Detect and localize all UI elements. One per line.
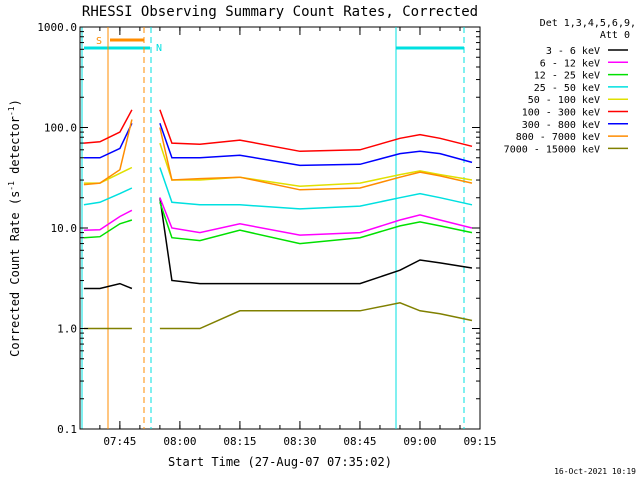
series-line-300-800-kev (83, 122, 473, 167)
x-tick-label: 07:45 (103, 435, 136, 448)
x-tick-label: 09:15 (463, 435, 496, 448)
chart-title: RHESSI Observing Summary Count Rates, Co… (82, 4, 478, 20)
series-line-25-50-kev (83, 167, 473, 210)
x-tick-label: 08:30 (283, 435, 316, 448)
legend-header-line-2: Att 0 (600, 30, 630, 41)
legend-label: 12 - 25 keV (534, 71, 600, 82)
legend-label: 800 - 7000 keV (516, 132, 600, 143)
footer-date: 16-Oct-2021 10:19 (554, 467, 636, 476)
legend-label: 3 - 6 keV (546, 46, 600, 57)
series-line-6-12-kev (83, 197, 473, 236)
legend-label: 6 - 12 keV (540, 58, 600, 69)
legend-header-line-1: Det 1,3,4,5,6,9, (540, 18, 636, 29)
legend-label: 100 - 300 keV (522, 108, 600, 119)
legend-label: 25 - 50 keV (534, 83, 600, 94)
y-tick-label: 1.0 (57, 323, 77, 336)
y-axis-label: Corrected Count Rate (s-1 detector-1) (7, 99, 22, 357)
saa-label: S (96, 36, 102, 47)
legend-label: 7000 - 15000 keV (504, 144, 600, 155)
legend-label: 50 - 100 keV (528, 95, 600, 106)
series-layer (83, 109, 473, 330)
x-axis: 07:45 08:00 08:15 08:30 08:45 09:00 09:15 (99, 27, 497, 448)
series-line-800-7000-kev (83, 119, 473, 191)
x-tick-label: 08:15 (223, 435, 256, 448)
y-tick-label: 10.0 (51, 222, 78, 235)
series-line-12-25-kev (83, 202, 473, 245)
series-line-7000-15000-kev (83, 302, 473, 330)
x-tick-label: 08:45 (343, 435, 376, 448)
orbit-indicators: S N (81, 27, 465, 429)
x-axis-label: Start Time (27-Aug-07 07:35:02) (168, 455, 392, 469)
y-tick-label: 0.1 (57, 423, 77, 436)
series-line-3-6-kev (83, 197, 473, 290)
x-tick-label: 09:00 (403, 435, 436, 448)
y-axis: 0.1 1.0 10.0 100.0 1000.0 (37, 21, 480, 436)
x-tick-label: 08:00 (163, 435, 196, 448)
legend-label: 300 - 800 keV (522, 120, 600, 131)
y-tick-label: 1000.0 (37, 21, 77, 34)
y-tick-label: 100.0 (44, 122, 77, 135)
night-label: N (156, 43, 162, 54)
series-line-100-300-kev (83, 109, 473, 153)
